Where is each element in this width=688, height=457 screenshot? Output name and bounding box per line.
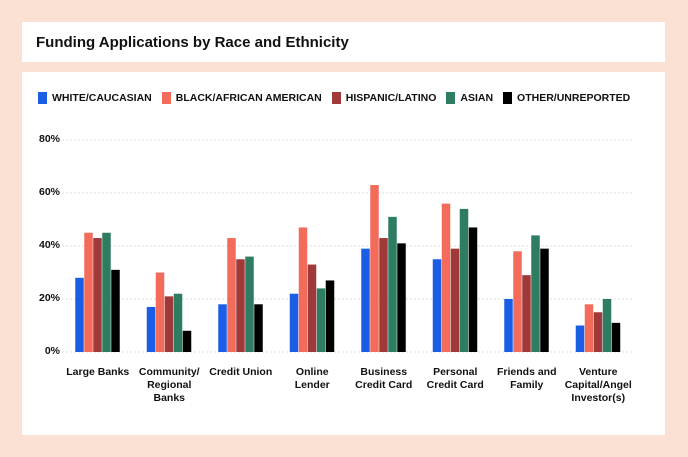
bar <box>254 304 263 352</box>
y-tick-label: 0% <box>44 345 60 357</box>
title-panel <box>22 22 665 62</box>
y-tick-label: 80% <box>38 133 60 145</box>
x-tick-label: Community/ Regional Banks <box>138 366 200 404</box>
legend-item: OTHER/UNREPORTED <box>503 92 630 104</box>
chart-panel <box>22 72 665 435</box>
bar <box>93 238 102 352</box>
legend-swatch <box>38 92 47 104</box>
bar <box>575 325 585 352</box>
bar <box>298 227 308 352</box>
bar <box>84 232 93 352</box>
bar <box>513 251 522 352</box>
legend-item: HISPANIC/LATINO <box>331 92 437 104</box>
bar <box>361 248 370 352</box>
legend-item: BLACK/AFRICAN AMERICAN <box>161 92 322 104</box>
bar <box>611 322 621 352</box>
bar <box>593 312 603 352</box>
bar <box>182 330 192 352</box>
bar <box>584 304 594 352</box>
bar <box>236 259 245 352</box>
legend-label: HISPANIC/LATINO <box>345 92 437 104</box>
bar <box>397 243 406 352</box>
bar <box>379 238 388 352</box>
legend-item: WHITE/CAUCASIAN <box>38 92 152 104</box>
y-tick-label: 20% <box>38 292 60 304</box>
bar <box>504 299 513 352</box>
legend-swatch <box>331 92 341 104</box>
bar <box>146 306 156 352</box>
x-tick-label: Venture Capital/Angel Investor(s) <box>564 366 632 404</box>
legend-label: OTHER/UNREPORTED <box>517 92 631 104</box>
bar <box>540 248 549 352</box>
bar <box>325 280 335 352</box>
bar <box>602 299 612 352</box>
x-tick-label: Online Lender <box>294 366 330 391</box>
y-tick-label: 40% <box>38 239 60 251</box>
bar <box>218 304 227 352</box>
bar <box>450 248 460 352</box>
bar <box>111 269 120 352</box>
legend-item: ASIAN <box>446 92 493 104</box>
y-tick-label: 60% <box>38 186 60 198</box>
chart-title: Funding Applications by Race and Ethnici… <box>36 34 349 51</box>
bar <box>531 235 540 352</box>
bar <box>155 272 165 352</box>
legend: WHITE/CAUCASIAN BLACK/AFRICAN AMERICAN HIS… <box>38 92 630 104</box>
bar <box>370 185 379 352</box>
bar <box>459 208 469 352</box>
legend-label: ASIAN <box>460 92 494 104</box>
bar <box>227 238 236 352</box>
x-tick-label: Friends and Family <box>496 366 557 391</box>
legend-swatch <box>161 92 171 104</box>
bar <box>316 288 326 352</box>
bar <box>388 216 397 352</box>
bar <box>432 259 442 352</box>
bar <box>102 232 111 352</box>
bar <box>441 203 451 352</box>
legend-swatch <box>446 92 456 104</box>
bar <box>468 227 478 352</box>
bar <box>307 264 317 352</box>
x-tick-label: Large Banks <box>66 366 130 378</box>
bar <box>173 293 183 352</box>
bar <box>289 293 299 352</box>
bar <box>245 256 254 352</box>
x-tick-label: Personal Credit Card <box>426 366 484 391</box>
legend-label: BLACK/AFRICAN AMERICAN <box>175 92 322 104</box>
legend-label: WHITE/CAUCASIAN <box>52 92 152 104</box>
bar <box>522 275 531 352</box>
x-tick-label: Business Credit Card <box>355 366 413 391</box>
legend-swatch <box>503 92 513 104</box>
x-tick-label: Credit Union <box>209 366 273 378</box>
bar <box>75 277 84 352</box>
bar <box>164 296 174 352</box>
